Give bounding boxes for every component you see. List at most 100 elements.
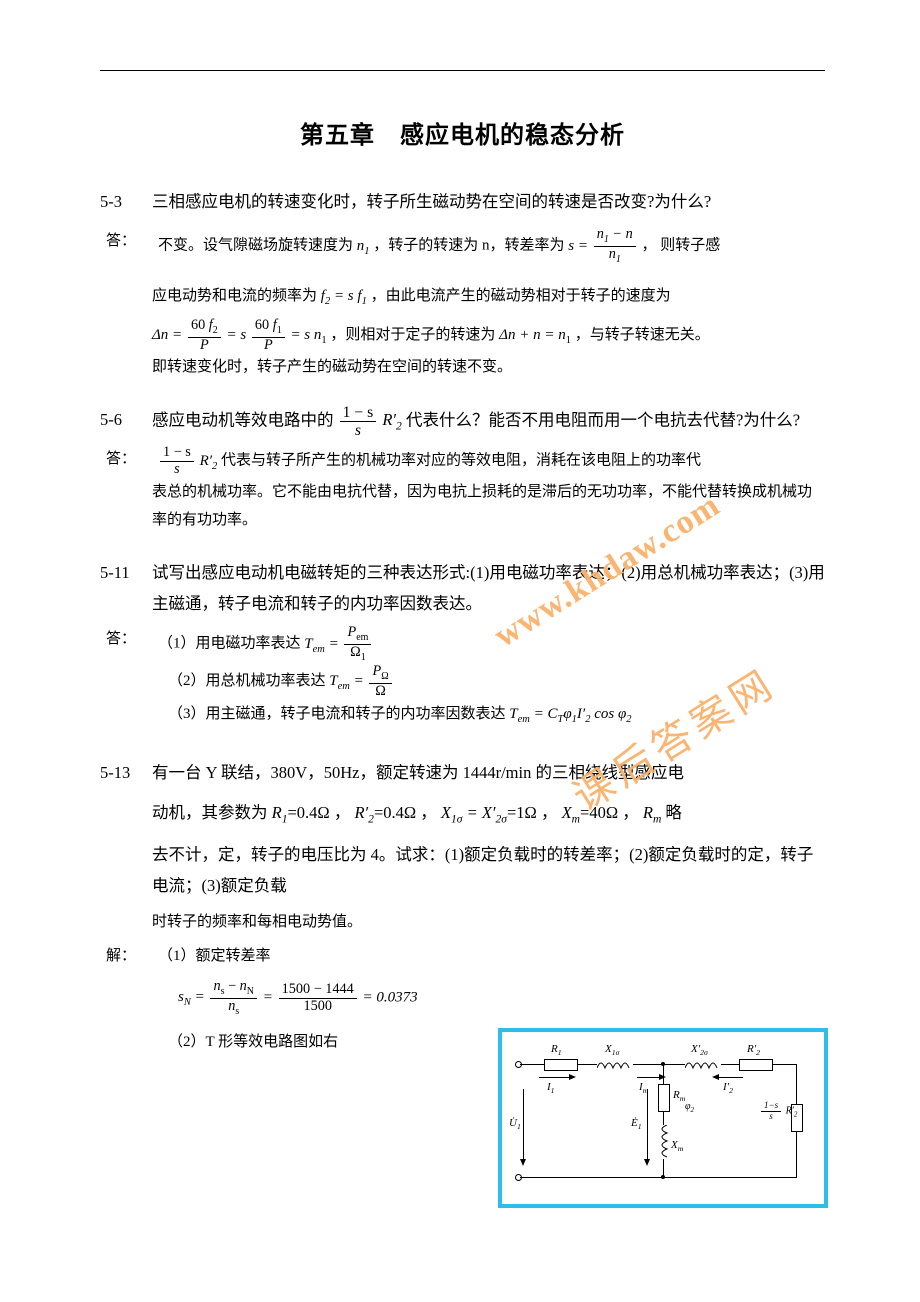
n: 1 − s (160, 445, 194, 462)
s: 2 (585, 714, 590, 725)
s: 2 (396, 421, 402, 433)
arrow-icon (659, 1074, 666, 1080)
d: s (340, 422, 377, 439)
circuit-inner: R1 X1σ X′2σ R′2 1−ss R′2 (509, 1039, 817, 1197)
question-5-3: 5-3 三相感应电机的转速变化时，转子所生磁动势在空间的转速是否改变?为什么? … (100, 186, 825, 382)
sn-expr: sN = ns − nNns = 1500 − 14441500 = 0.037… (178, 979, 825, 1018)
t: 去不计，定，转子的电压比为 4。试求：(1)额定负载时的转差率；(2)额定负载时… (152, 839, 825, 902)
t: 时转子的频率和每相电动势值。 (152, 908, 512, 937)
wire (520, 1064, 544, 1065)
label-r2: R′2 (747, 1043, 760, 1057)
top-rule (100, 70, 825, 71)
s: s (235, 1005, 239, 1016)
resistor-r1 (544, 1059, 578, 1071)
label-phi2: φ2 (685, 1101, 694, 1114)
s: N (184, 997, 191, 1008)
s: em (338, 681, 350, 692)
d: s (160, 462, 194, 478)
d: 1500 (279, 999, 357, 1015)
qnum: 5-13 (100, 757, 152, 901)
s: s = (568, 238, 588, 254)
equivalent-circuit-figure: R1 X1σ X′2σ R′2 1−ss R′2 (498, 1028, 828, 1208)
label-e1: Ė1 (631, 1117, 642, 1131)
r: = 0.0373 (363, 989, 418, 1005)
v: =0.4Ω ， (288, 803, 351, 822)
qtext: 有一台 Y 联结，380V，50Hz，额定转速为 1444r/min 的三相绕线… (152, 757, 825, 901)
t: ，由此电流产生的磁动势相对于转子的速度为 (371, 288, 671, 304)
t: （2）用总机械功率表达 (168, 673, 326, 689)
arrow-line (637, 1077, 659, 1078)
arrow-icon (569, 1074, 576, 1080)
s: Ω (381, 671, 388, 682)
arrow-icon (712, 1074, 719, 1080)
wire (663, 1064, 685, 1065)
t: 代表什么？能否不用电阻而用一个电抗去代替?为什么? (406, 410, 800, 429)
sub3: （3）用主磁通，转子电流和转子的内功率因数表达 Tem = CTφ1I′2 co… (168, 699, 825, 731)
n: 1500 − 1444 (279, 982, 357, 999)
answer-body: 1 − ss R′2 代表与转子所产生的机械功率对应的等效电阻，消耗在该电阻上的… (158, 445, 825, 477)
s: N (247, 986, 254, 997)
s: 2 (626, 714, 631, 725)
solution-body: （1）额定转差率 (158, 942, 478, 971)
v: = X′ (467, 803, 496, 822)
label-x1: X1σ (605, 1043, 619, 1057)
t: （3）用主磁通，转子电流和转子的内功率因数表达 (168, 706, 506, 722)
v: =1Ω ， (507, 803, 557, 822)
t: ，转子的转速为 n，转差率为 (373, 238, 564, 254)
s: em (356, 632, 368, 643)
v: 略 (661, 803, 682, 822)
s: 2 (212, 461, 217, 472)
resistor-rm (658, 1084, 670, 1112)
label-rm: Rm (673, 1089, 685, 1103)
page: 课后答案网 www.khdaw.com 第五章 感应电机的稳态分析 5-3 三相… (0, 0, 920, 1302)
label-u1: U̇1 (509, 1117, 521, 1131)
wire (796, 1131, 797, 1177)
answer-label: 答： (100, 227, 158, 266)
t: 有一台 Y 联结，380V，50Hz，额定转速为 1444r/min 的三相绕线… (152, 757, 825, 788)
qnum: 5-11 (100, 557, 152, 620)
question-5-13: 5-13 有一台 Y 联结，380V，50Hz，额定转速为 1444r/min … (100, 757, 825, 1058)
answer-cont: 表总的机械功率。它不能由电抗代替，因为电抗上损耗的是滞后的无功功率，不能代替转换… (152, 478, 825, 535)
r: R′ (382, 410, 396, 429)
t: ，与转子转速无关。 (575, 327, 710, 343)
T: T (509, 706, 517, 722)
e: Δn + n = n (499, 327, 566, 343)
s: em (313, 644, 325, 655)
answer-label: 答： (100, 445, 158, 477)
answer-body: （1）用电磁功率表达 Tem = PemΩ1 (158, 625, 825, 664)
p: P (347, 624, 356, 640)
v: =0.4Ω ， (374, 803, 437, 822)
t: 应电动势和电流的频率为 (152, 288, 317, 304)
v: =40Ω ， (580, 803, 639, 822)
qnum: 5-6 (100, 404, 152, 439)
t: 代表与转子所产生的机械功率对应的等效电阻，消耗在该电阻上的功率代 (221, 453, 701, 469)
s: s (221, 986, 225, 997)
o: Ω (369, 684, 391, 700)
answer-body: 不变。设气隙磁场旋转速度为 n1 ，转子的转速为 n，转差率为 s = n1 −… (158, 227, 825, 266)
arrow-line (539, 1077, 569, 1078)
e: = C (534, 706, 558, 722)
sub: 1 (364, 246, 369, 257)
t: 不变。设气隙磁场旋转速度为 (158, 238, 353, 254)
answer-label: 答： (100, 625, 158, 664)
s: 2σ (496, 813, 507, 825)
e: = s f (334, 288, 362, 304)
arrow-icon (644, 1159, 650, 1166)
x: X (562, 803, 572, 822)
t: ，则相对于定子的转速为 (330, 327, 495, 343)
label-x2: X′2σ (691, 1043, 708, 1057)
inductor-x1 (597, 1058, 633, 1070)
s: m (572, 813, 580, 825)
wire (721, 1064, 739, 1065)
n: n (240, 978, 247, 994)
s: 1 (361, 652, 366, 663)
wire (772, 1064, 796, 1065)
n: 1 − s (340, 404, 377, 422)
wire (520, 1177, 797, 1178)
chapter-title: 第五章 感应电机的稳态分析 (100, 115, 825, 150)
qnum: 5-3 (100, 186, 152, 217)
label-r1: R1 (551, 1043, 562, 1057)
t: 感应电动机等效电路中的 (152, 410, 334, 429)
e: = s n (290, 327, 321, 343)
solution-label: 解： (100, 942, 158, 971)
